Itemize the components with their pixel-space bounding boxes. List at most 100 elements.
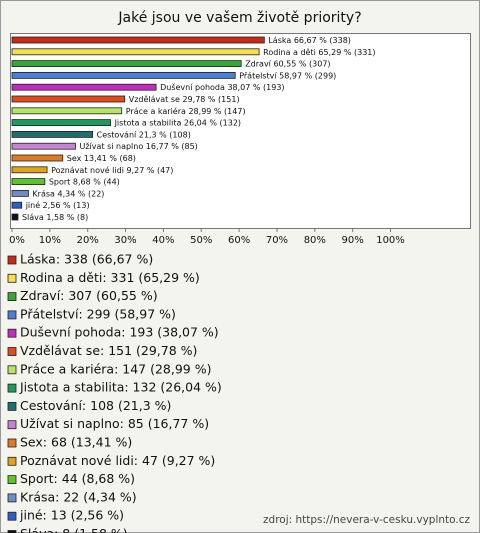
legend-swatch — [7, 438, 17, 448]
data-label: Sláva 1,58 % (8) — [22, 213, 88, 222]
legend-swatch — [7, 420, 17, 430]
legend-label: Láska: 338 (66,67 %) — [20, 252, 153, 267]
data-label: Sex 13,41 % (68) — [67, 154, 136, 163]
category-label: Sex — [67, 154, 82, 163]
data-label: Zdraví 60,55 % (307) — [245, 59, 330, 68]
value-label: 65,29 % (331) — [318, 47, 375, 56]
value-label: 13,41 % (68) — [84, 154, 136, 163]
x-tick-label: 90% — [342, 235, 364, 246]
data-label: Sport 8,68 % (44) — [49, 177, 120, 186]
value-label: 26,04 % (132) — [184, 118, 241, 127]
value-label: 16,77 % (85) — [146, 142, 198, 151]
category-label: Duševní pohoda — [160, 82, 225, 92]
data-label: Láska 66,67 % (338) — [268, 36, 351, 45]
legend-swatch — [7, 292, 17, 302]
category-label: Poznávat nové lidi — [51, 164, 124, 174]
source: zdroj: https://nevera-v-cesku.vyplnto.cz — [263, 514, 470, 526]
bar — [11, 154, 64, 162]
legend-swatch — [7, 365, 17, 375]
x-tick-label: 20% — [77, 235, 99, 246]
value-label: 38,07 % (193) — [227, 83, 284, 92]
value-label: 4,34 % (22) — [57, 189, 104, 198]
value-label: 29,78 % (151) — [182, 95, 239, 104]
bar — [11, 60, 242, 67]
bar — [11, 107, 123, 115]
data-label: Práce a kariéra 28,99 % (147) — [126, 105, 246, 115]
data-label: Duševní pohoda 38,07 % (193) — [160, 82, 284, 92]
value-label: 9,27 % (47) — [126, 165, 173, 174]
legend-label: Práce a kariéra: 147 (28,99 %) — [20, 361, 211, 376]
legend-swatch — [7, 456, 17, 466]
legend-label: Rodina a děti: 331 (65,29 %) — [20, 270, 200, 285]
legend-label: Duševní pohoda: 193 (38,07 %) — [20, 325, 219, 340]
data-label: jiné 2,56 % (13) — [25, 200, 90, 210]
bar — [11, 201, 23, 209]
data-label: Jistota a stabilita 26,04 % (132) — [114, 118, 241, 127]
legend-label: Zdraví: 307 (60,55 %) — [20, 288, 158, 303]
data-label: Užívat si naplno 16,77 % (85) — [79, 142, 197, 151]
data-label: Rodina a děti 65,29 % (331) — [263, 47, 375, 56]
category-label: jiné — [25, 200, 41, 210]
legend-label: Poznávat nové lidi: 47 (9,27 %) — [20, 453, 215, 468]
category-label: Láska — [268, 36, 291, 45]
category-label: Užívat si naplno — [79, 142, 143, 151]
value-label: 2,56 % (13) — [43, 201, 90, 210]
bar — [11, 166, 48, 174]
chart-title: Jaké jsou ve vašem životě priority? — [117, 10, 361, 26]
legend-label: Jistota a stabilita: 132 (26,04 %) — [19, 380, 222, 395]
category-label: Přátelství — [239, 71, 277, 80]
value-label: 58,97 % (299) — [279, 71, 336, 80]
legend-swatch — [7, 493, 17, 503]
category-label: Vzdělávat se — [129, 95, 180, 104]
x-tick-label: 100% — [376, 235, 405, 246]
legend-swatch — [7, 347, 17, 356]
legend-swatch — [7, 255, 17, 265]
x-tick-label: 30% — [114, 235, 136, 246]
bar — [11, 213, 19, 221]
legend-label: Užívat si naplno: 85 (16,77 %) — [20, 416, 209, 431]
value-label: 8,68 % (44) — [73, 177, 120, 186]
legend-label: Přátelství: 299 (58,97 %) — [20, 306, 176, 321]
legend-label: Vzdělávat se: 151 (29,78 %) — [20, 343, 197, 358]
x-tick-label: 80% — [304, 235, 326, 246]
bar — [11, 130, 94, 138]
bar — [11, 36, 265, 44]
x-tick-label: 70% — [266, 235, 288, 246]
bar — [11, 119, 111, 126]
data-label: Vzdělávat se 29,78 % (151) — [129, 95, 240, 104]
legend-label: jiné: 13 (2,56 %) — [19, 508, 124, 523]
value-label: 21,3 % (108) — [139, 130, 191, 139]
data-label: Krása 4,34 % (22) — [32, 189, 104, 198]
bar — [11, 95, 126, 103]
x-tick-label: 10% — [39, 235, 61, 246]
category-label: Práce a kariéra — [126, 105, 186, 115]
legend-label: Sex: 68 (13,41 %) — [20, 435, 132, 450]
legend-swatch — [7, 475, 17, 485]
x-tick-label: 50% — [190, 235, 212, 246]
bar — [11, 189, 29, 197]
data-label: Poznávat nové lidi 9,27 % (47) — [51, 164, 173, 174]
legend-label: Sport: 44 (8,68 %) — [20, 471, 135, 486]
category-label: Krása — [32, 189, 55, 198]
legend-swatch — [7, 310, 17, 320]
legend-swatch — [7, 383, 17, 393]
x-tick-label: 0% — [9, 235, 25, 246]
category-label: Jistota a stabilita — [114, 118, 182, 127]
bar — [11, 48, 260, 56]
legend-label: Sláva: 8 (1,58 %) — [20, 526, 128, 533]
legend-label: Cestování: 108 (21,3 %) — [20, 398, 171, 413]
category-label: Cestování — [97, 130, 137, 139]
legend-swatch — [7, 328, 17, 338]
category-label: Zdraví — [245, 59, 271, 68]
value-label: 66,67 % (338) — [294, 36, 351, 45]
bar — [11, 178, 46, 186]
legend-swatch — [7, 401, 17, 411]
data-label: Cestování 21,3 % (108) — [97, 130, 191, 139]
legend-label: Krása: 22 (4,34 %) — [20, 489, 137, 504]
bar — [11, 83, 157, 91]
legend-swatch — [7, 273, 17, 283]
bar — [11, 72, 236, 79]
value-label: 60,55 % (307) — [273, 59, 330, 68]
legend-swatch — [7, 530, 17, 533]
x-tick-label: 60% — [228, 235, 250, 246]
